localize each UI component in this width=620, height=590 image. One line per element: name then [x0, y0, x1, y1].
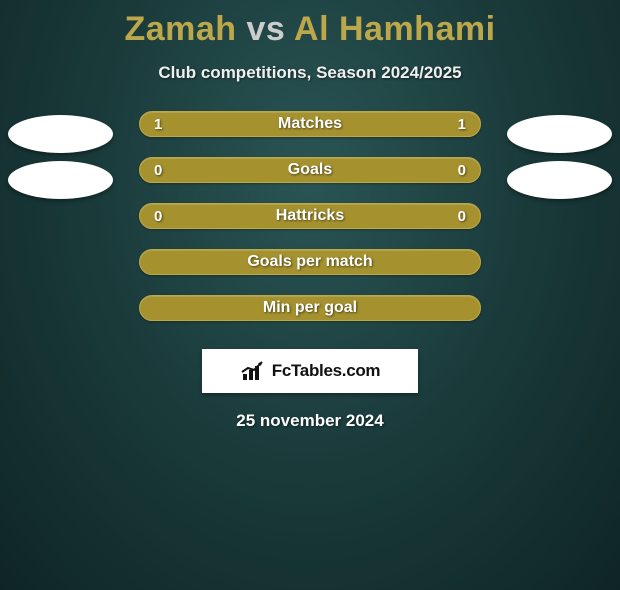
- stat-bar: Goals per match: [139, 249, 481, 275]
- stat-bar: 0Hattricks0: [139, 203, 481, 229]
- stat-label: Min per goal: [140, 299, 480, 317]
- stat-bar: Min per goal: [139, 295, 481, 321]
- team-right-name: Al Hamhami: [294, 10, 496, 48]
- team-left-icon: [8, 115, 113, 153]
- stat-row: 0Hattricks0: [0, 203, 620, 249]
- stat-left-value: 0: [154, 162, 172, 179]
- branding-chart-icon: [240, 360, 266, 382]
- team-left-name: Zamah: [124, 10, 236, 48]
- team-right-icon: [507, 115, 612, 153]
- team-right-icon: [507, 161, 612, 199]
- stat-left-value: 0: [154, 208, 172, 225]
- stat-right-value: 0: [448, 162, 466, 179]
- date: 25 november 2024: [0, 411, 620, 431]
- vs-text: vs: [247, 10, 286, 48]
- stat-bar: 1Matches1: [139, 111, 481, 137]
- branding-box: FcTables.com: [202, 349, 418, 393]
- stat-row: 1Matches1: [0, 111, 620, 157]
- stat-left-value: 1: [154, 116, 172, 133]
- subtitle: Club competitions, Season 2024/2025: [0, 63, 620, 83]
- stat-bar: 0Goals0: [139, 157, 481, 183]
- stat-row: Goals per match: [0, 249, 620, 295]
- stat-right-value: 0: [448, 208, 466, 225]
- team-left-icon: [8, 161, 113, 199]
- stat-row: Min per goal: [0, 295, 620, 341]
- stat-right-value: 1: [448, 116, 466, 133]
- stat-label: Matches: [140, 115, 480, 133]
- stat-label: Goals: [140, 161, 480, 179]
- stat-label: Goals per match: [140, 253, 480, 271]
- stat-row: 0Goals0: [0, 157, 620, 203]
- stat-rows: 1Matches10Goals00Hattricks0Goals per mat…: [0, 111, 620, 341]
- stat-label: Hattricks: [140, 207, 480, 225]
- branding-name: FcTables.com: [272, 361, 381, 381]
- page-title: Zamah vs Al Hamhami: [0, 10, 620, 49]
